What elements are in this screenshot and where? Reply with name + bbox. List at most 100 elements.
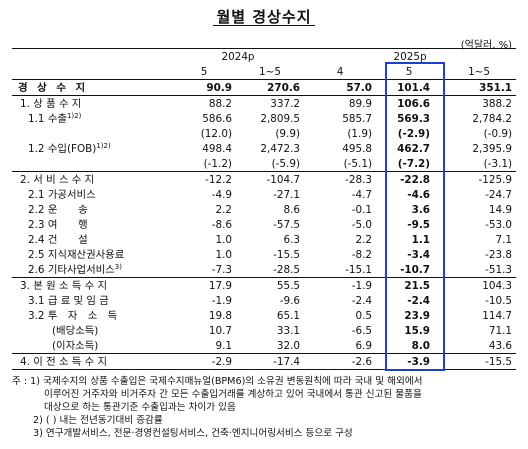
value-cell: 0.5 <box>355 309 373 322</box>
value-cell: 1.0 <box>215 233 232 246</box>
value-cell: 89.9 <box>348 97 373 110</box>
value-cell: 19.8 <box>208 309 232 322</box>
current-account-table: 2024p 2025p 5 1~5 4 5 1~5 경 상 수 지 90.9 270… <box>12 48 517 370</box>
value-cell: (-5.1) <box>343 157 373 170</box>
value-cell: 71.1 <box>488 324 513 337</box>
value-cell: 7.1 <box>495 233 513 246</box>
value-cell: 270.6 <box>236 79 305 96</box>
value-cell: -5.0 <box>351 218 373 231</box>
row-label: 2.1 가공서비스 <box>12 187 172 202</box>
value-cell: 586.6 <box>202 112 232 125</box>
row-label: 2. 서 비 스 수 지 <box>12 171 172 187</box>
value-cell: -4.7 <box>351 188 373 201</box>
value-cell: -2.6 <box>304 353 377 370</box>
value-cell: 101.4 <box>376 79 443 96</box>
table-row: 4. 이 전 소 득 수 지 -2.9 -17.4 -2.6 -3.9 -15.5 <box>12 353 517 370</box>
value-cell: 8.6 <box>283 203 301 216</box>
value-cell: 10.7 <box>208 324 232 337</box>
value-cell: -125.9 <box>442 171 517 187</box>
value-cell: -57.5 <box>273 218 301 231</box>
value-cell: 32.0 <box>276 339 301 352</box>
value-cell: 2,809.5 <box>260 112 301 125</box>
row-label: 1.2 수입(FOB)1)2) <box>12 141 172 156</box>
row-label: 3. 본 원 소 득 수 지 <box>12 277 172 293</box>
value-cell: -3.9 <box>376 353 443 370</box>
value-cell: -1.9 <box>304 277 377 293</box>
value-cell: (9.9) <box>275 127 301 140</box>
value-cell: 6.9 <box>355 339 373 352</box>
table-row: 2.6 기타사업서비스3) -7.3 -28.5 -15.1 -10.7 -51.3 <box>12 262 516 278</box>
value-cell: 43.6 <box>488 339 513 352</box>
row-label-text: 2.4 건 설 <box>28 233 88 246</box>
value-cell: -10.5 <box>485 294 513 307</box>
year-header-row: 2024p 2025p <box>12 48 517 64</box>
value-cell: 569.3 <box>397 112 431 125</box>
value-cell: 114.7 <box>482 309 513 322</box>
table-row: 2.4 건 설 1.0 6.3 2.2 1.1 7.1 <box>12 232 516 247</box>
row-label: 2.2 운 송 <box>12 202 172 217</box>
month-header: 1~5 <box>442 64 517 80</box>
value-cell: -53.0 <box>485 218 513 231</box>
footnote-line: 이루어진 거주자와 비거주자 간 모든 수출입거래를 계상하고 있어 국내에서 … <box>44 389 422 400</box>
value-cell: 337.2 <box>270 97 301 110</box>
table-row: 2.5 지식재산권사용료 1.0 -15.5 -8.2 -3.4 -23.8 <box>12 247 516 262</box>
row-label-text: (이자소득) <box>52 339 99 352</box>
row-label: 1.1 수출1)2) <box>12 111 172 126</box>
row-label-text: 4. 이 전 소 득 수 지 <box>20 355 108 368</box>
row-label-text: 경 상 수 지 <box>18 81 89 94</box>
table-row: (12.0) (9.9) (1.9) (-2.9) (-0.9) <box>12 126 516 141</box>
value-cell: 1.1 <box>411 233 431 246</box>
value-cell: -24.7 <box>485 188 513 201</box>
row-label-text: 1. 상 품 수 지 <box>20 97 82 110</box>
value-cell: 3.6 <box>411 203 431 216</box>
value-cell: -104.7 <box>236 171 305 187</box>
value-cell: -9.5 <box>407 218 431 231</box>
footnote-line: 대상으로 하는 통관기준 수출입과는 차이가 있음 <box>44 402 236 413</box>
value-cell: 90.9 <box>172 79 236 96</box>
value-cell: 33.1 <box>276 324 301 337</box>
month-header-row: 5 1~5 4 5 1~5 <box>12 64 517 80</box>
table-row: 1.2 수입(FOB)1)2) 498.4 2,472.3 495.8 462.7 2,3… <box>12 141 516 156</box>
value-cell: 585.7 <box>342 112 373 125</box>
value-cell: 65.1 <box>276 309 301 322</box>
value-cell: -3.4 <box>407 248 431 261</box>
value-cell: -23.8 <box>485 248 513 261</box>
footnote-marker: 3) <box>114 262 122 271</box>
header-blank <box>12 64 172 80</box>
month-header: 4 <box>304 64 377 80</box>
title-underline <box>213 25 315 26</box>
value-cell: 9.1 <box>215 339 232 352</box>
value-cell: 88.2 <box>208 97 232 110</box>
value-cell: 351.1 <box>442 79 517 96</box>
value-cell: 15.9 <box>404 324 431 337</box>
value-cell: -7.3 <box>211 263 232 276</box>
table-row: 2.2 운 송 2.2 8.6 -0.1 3.6 14.9 <box>12 202 516 217</box>
month-header: 1~5 <box>236 64 305 80</box>
table-row: 경 상 수 지 90.9 270.6 57.0 101.4 351.1 <box>12 79 517 96</box>
row-label-text: 3.1 급 료 및 임 금 <box>28 294 109 307</box>
footnotes: 주 : 1) 국제수지의 상품 수출입은 국제수지매뉴얼(BPM6)의 소유권 … <box>12 375 522 440</box>
row-label: 경 상 수 지 <box>12 79 172 96</box>
value-cell: (-5.9) <box>271 157 301 170</box>
value-cell: 57.0 <box>304 79 377 96</box>
header-blank <box>12 48 172 64</box>
value-cell: (1.9) <box>347 127 373 140</box>
footnote-marker: 1)2) <box>96 141 111 150</box>
row-label: 4. 이 전 소 득 수 지 <box>12 353 172 370</box>
value-cell: -4.9 <box>211 188 232 201</box>
value-cell: 2,784.2 <box>472 112 513 125</box>
value-cell: -17.4 <box>236 353 305 370</box>
table-row: 1. 상 품 수 지 88.2 337.2 89.9 106.6 388.2 <box>12 96 516 112</box>
row-label: 1. 상 품 수 지 <box>12 96 172 112</box>
table-row: 2. 서 비 스 수 지 -12.2 -104.7 -28.3 -22.8 -125.9 <box>12 171 517 187</box>
value-cell: -10.7 <box>400 263 431 276</box>
row-label-text: 2.1 가공서비스 <box>28 188 96 201</box>
unit-label: (억달러, %) <box>460 40 512 51</box>
value-cell: (-1.2) <box>203 157 232 170</box>
footnote-line: 3) 연구개발서비스, 전문·경영컨설팅서비스, 건축·엔지니어링서비스 등으로… <box>33 428 353 439</box>
value-cell: (-0.9) <box>483 127 513 140</box>
value-cell: 106.6 <box>397 97 431 110</box>
value-cell: -28.3 <box>304 171 377 187</box>
row-label: (이자소득) <box>12 338 172 354</box>
footnote-marker: 1)2) <box>66 111 82 120</box>
